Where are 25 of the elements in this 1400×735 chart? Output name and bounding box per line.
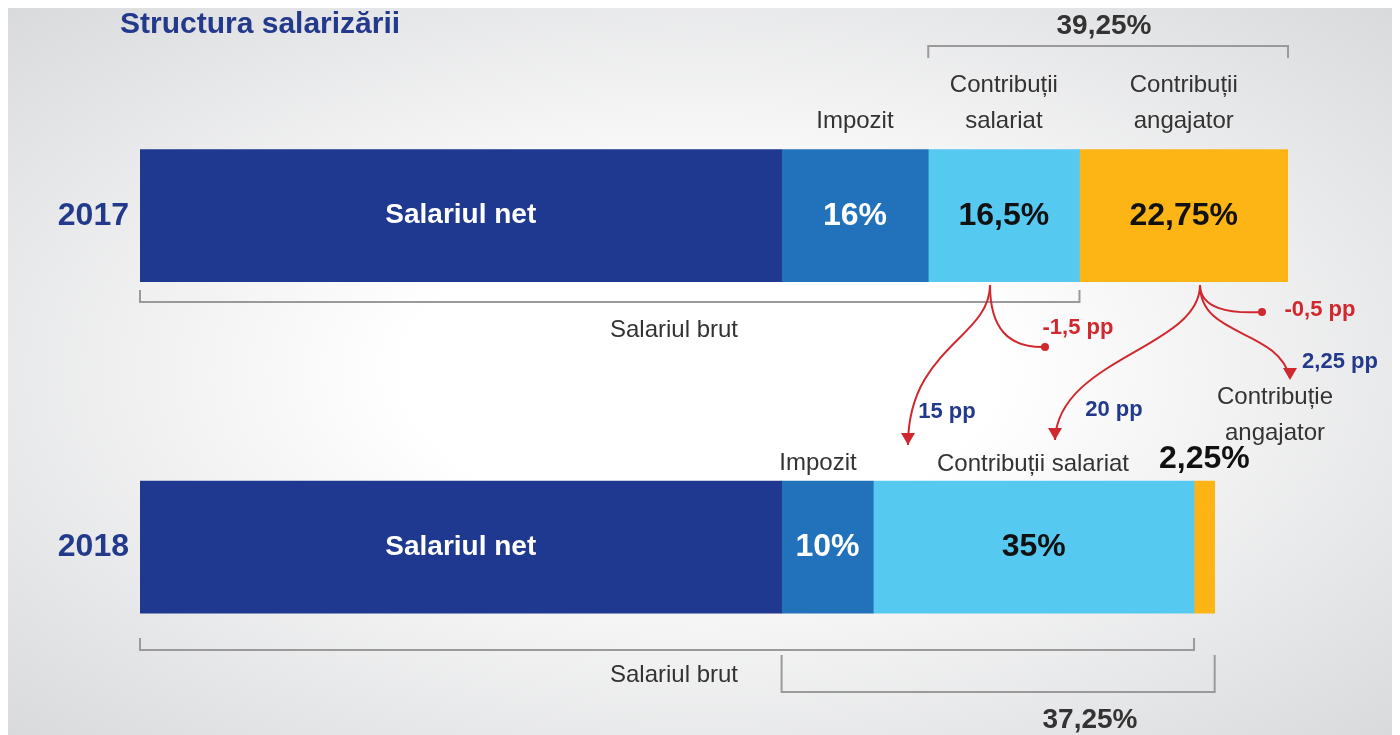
annotation: Impozit: [779, 447, 858, 475]
data-label: 35%: [1001, 526, 1066, 563]
text: 39,25%: [1056, 8, 1152, 40]
annotation: Salariul brut: [609, 314, 739, 342]
data-label: 16,5%: [958, 195, 1050, 232]
y-tick-label: 2017: [57, 195, 129, 232]
annotation: -0,5 pp: [1284, 296, 1356, 322]
annotation: Contribuții salariat: [936, 448, 1130, 476]
data-label: 22,75%: [1129, 195, 1239, 232]
chart-title: Structura salarizării: [120, 6, 401, 40]
series-label: Impozit: [816, 106, 894, 134]
annotation: 20 pp: [1085, 396, 1143, 422]
annotation: 15 pp: [918, 398, 976, 424]
annotation: -1,5 pp: [1042, 314, 1114, 340]
data-label: 10%: [795, 526, 860, 563]
annotation: Salariul brut: [609, 659, 739, 687]
series-label: Contribuții salariat: [949, 70, 1058, 134]
series-label: Salariul net: [385, 198, 537, 230]
series-label: Contribuții angajator: [1129, 70, 1238, 134]
annotation: 37,25%: [1042, 702, 1138, 734]
y-tick-label: 2018: [57, 526, 129, 563]
text: 2,25 pp: [1302, 348, 1378, 374]
data-label: 16%: [822, 195, 887, 232]
annotation: Contribuție angajator: [1216, 381, 1334, 445]
text: Salariul net: [385, 529, 537, 561]
